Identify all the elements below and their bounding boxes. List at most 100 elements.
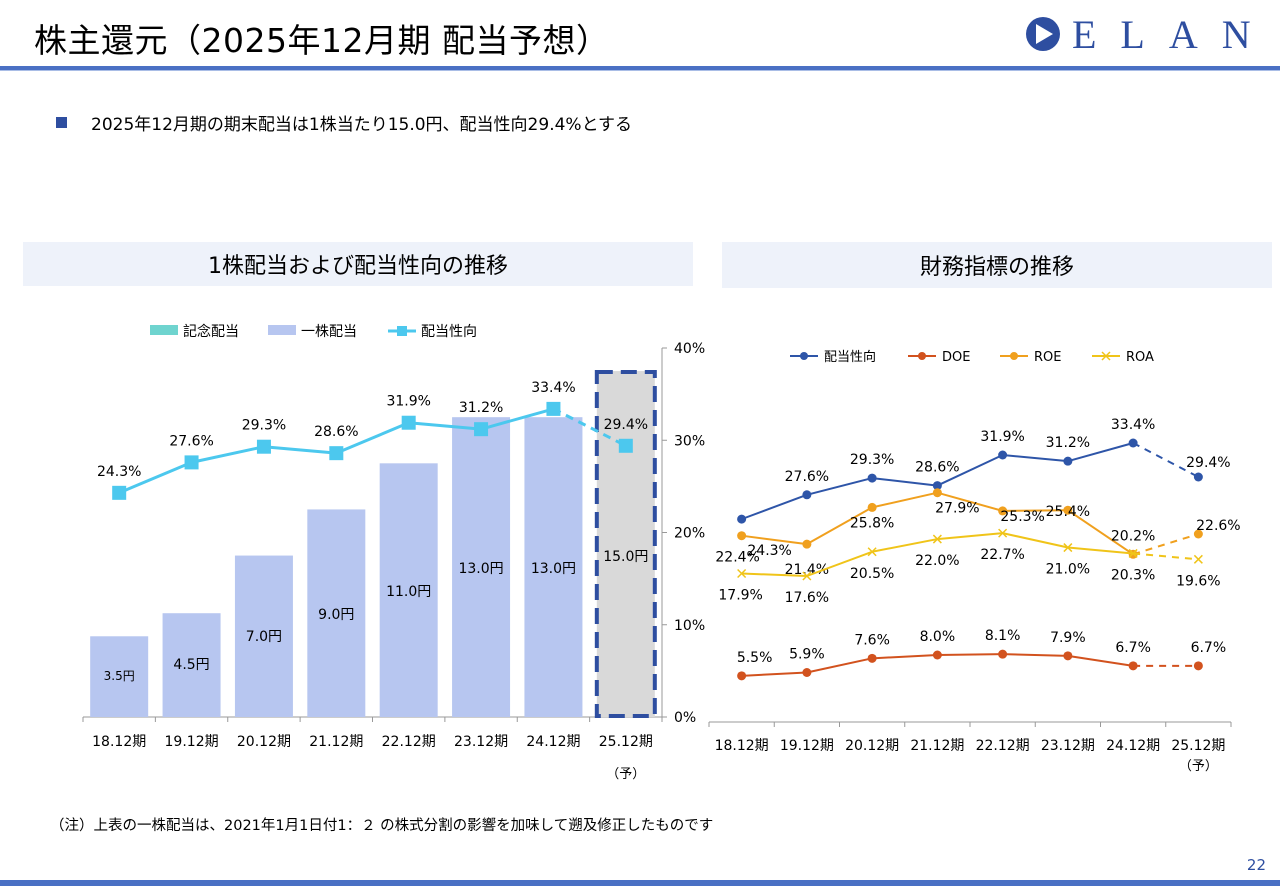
page-title: 株主還元（2025年12月期 配当予想） [34, 21, 610, 60]
dividend-bar [379, 463, 438, 717]
bullet-square-icon [56, 117, 67, 128]
metric-marker [867, 547, 877, 557]
footer-bar [0, 880, 1280, 886]
metric-data-label: 25.8% [850, 515, 894, 531]
summary-text: 2025年12月期の期末配当は1株当たり15.0円、配当性向29.4%とする [91, 115, 633, 135]
metric-data-label: 20.2% [1111, 528, 1155, 544]
dividend-bar [307, 509, 366, 717]
metric-data-label: 6.7% [1191, 640, 1227, 656]
metric-marker [1193, 472, 1203, 482]
right-axis-tick-label: 30% [674, 433, 705, 449]
right-axis-tick-label: 20% [674, 526, 705, 542]
metric-line-segment [1002, 509, 1068, 512]
payout-label: 24.3% [97, 464, 141, 480]
legend-swatch [268, 325, 296, 335]
logo-text: ELAN [1072, 11, 1275, 57]
dividend-bar [234, 555, 293, 717]
legend-swatch-marker [800, 352, 808, 360]
metric-data-label: 8.1% [985, 628, 1021, 644]
metric-line-segment [1002, 532, 1069, 549]
metric-line-segment [872, 477, 938, 487]
metric-data-label: 5.9% [789, 647, 825, 663]
metric-line-segment [1067, 442, 1134, 463]
left-panel-title: 1株配当および配当性向の推移 [23, 242, 693, 286]
dividend-bar [524, 417, 583, 717]
metric-data-label: 19.6% [1176, 573, 1220, 589]
x-tick-sublabel: （予） [1179, 759, 1218, 774]
metric-marker [1193, 554, 1203, 564]
metric-line-segment [871, 491, 938, 509]
legend-swatch [150, 325, 178, 335]
metric-line-segment [1067, 509, 1134, 556]
x-tick-label: 25.12期 [1171, 738, 1225, 754]
metric-marker [932, 534, 942, 544]
metric-line-segment [937, 491, 1003, 512]
metric-data-label: 22.6% [1196, 518, 1240, 534]
payout-line-segment [480, 407, 554, 431]
metric-line-segment [1002, 454, 1068, 463]
legend-swatch-marker [918, 352, 926, 360]
metric-marker [998, 649, 1008, 659]
payout-marker [546, 401, 561, 416]
metric-data-label: 29.4% [1186, 455, 1230, 471]
metric-data-label: 25.4% [1046, 504, 1090, 520]
header-divider-thin [0, 70, 1280, 71]
metric-data-label: 31.9% [980, 429, 1024, 445]
legend-label: 配当性向 [824, 349, 876, 365]
dividend-bar [162, 613, 221, 717]
payout-label: 31.9% [386, 394, 430, 410]
metric-data-label: 5.5% [737, 650, 773, 666]
metric-line-segment [872, 654, 938, 660]
metric-data-label: 27.9% [935, 501, 979, 517]
payout-marker [474, 422, 489, 437]
payout-label: 28.6% [314, 424, 358, 440]
dividend-bar [452, 417, 511, 717]
metric-data-label: 6.7% [1115, 640, 1151, 656]
right-axis-tick-label: 10% [674, 618, 705, 634]
payout-label: 29.3% [242, 418, 286, 434]
metric-marker [1063, 505, 1073, 515]
dividend-bar-label: 13.0円 [531, 561, 576, 577]
metric-data-label: 20.5% [850, 566, 894, 582]
metric-marker [998, 450, 1008, 460]
metric-line-segment [1133, 552, 1199, 561]
metric-marker [998, 528, 1008, 538]
metric-line-segment [806, 657, 873, 674]
metric-data-label: 22.4% [715, 550, 759, 566]
dividend-bar-label: 9.0円 [318, 607, 354, 623]
legend-label: 配当性向 [421, 324, 477, 340]
metric-marker [867, 502, 877, 512]
metric-marker [1128, 548, 1138, 558]
metric-line-segment [937, 653, 1003, 656]
metric-marker [932, 481, 942, 491]
metric-data-label: 20.3% [1111, 567, 1155, 583]
metric-line-segment [1002, 653, 1068, 657]
metric-marker [1128, 438, 1138, 448]
metric-line-segment [741, 572, 807, 577]
metric-line-segment [1132, 533, 1199, 556]
metric-data-label: 17.6% [785, 590, 829, 606]
legend-label: 記念配当 [183, 323, 239, 340]
x-tick-label: 21.12期 [910, 738, 964, 754]
elan-logo: ELAN [1024, 12, 1275, 57]
payout-marker [112, 485, 127, 500]
footnote: （注）上表の一株配当は、2021年1月1日付1：２ の株式分割の影響を加味して遡… [50, 818, 714, 834]
legend-swatch-marker [1010, 352, 1018, 360]
metric-data-label: 8.0% [920, 629, 956, 645]
metric-line-segment [1067, 654, 1134, 667]
metric-marker [1193, 529, 1203, 539]
payout-marker [401, 415, 416, 430]
payout-label: 31.2% [459, 400, 503, 416]
metric-line-segment [806, 477, 873, 496]
metric-marker [737, 568, 747, 579]
forecast-frame [594, 370, 657, 718]
metric-marker [1063, 456, 1073, 466]
payout-line-segment [263, 445, 337, 455]
x-tick-label: 24.12期 [1106, 738, 1160, 754]
dividend-bar-label: 11.0円 [386, 584, 431, 600]
metric-data-label: 7.9% [1050, 630, 1086, 646]
metric-marker [998, 506, 1008, 516]
page-number: 22 [1246, 856, 1266, 874]
payout-label: 29.4% [604, 417, 648, 433]
